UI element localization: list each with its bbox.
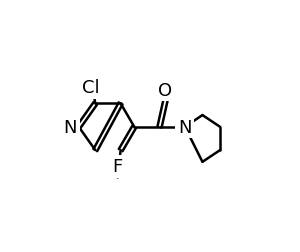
Text: N: N — [178, 118, 192, 136]
Text: Cl: Cl — [82, 79, 99, 97]
Text: N: N — [63, 118, 77, 136]
Text: O: O — [158, 81, 172, 99]
Text: F: F — [112, 158, 123, 176]
